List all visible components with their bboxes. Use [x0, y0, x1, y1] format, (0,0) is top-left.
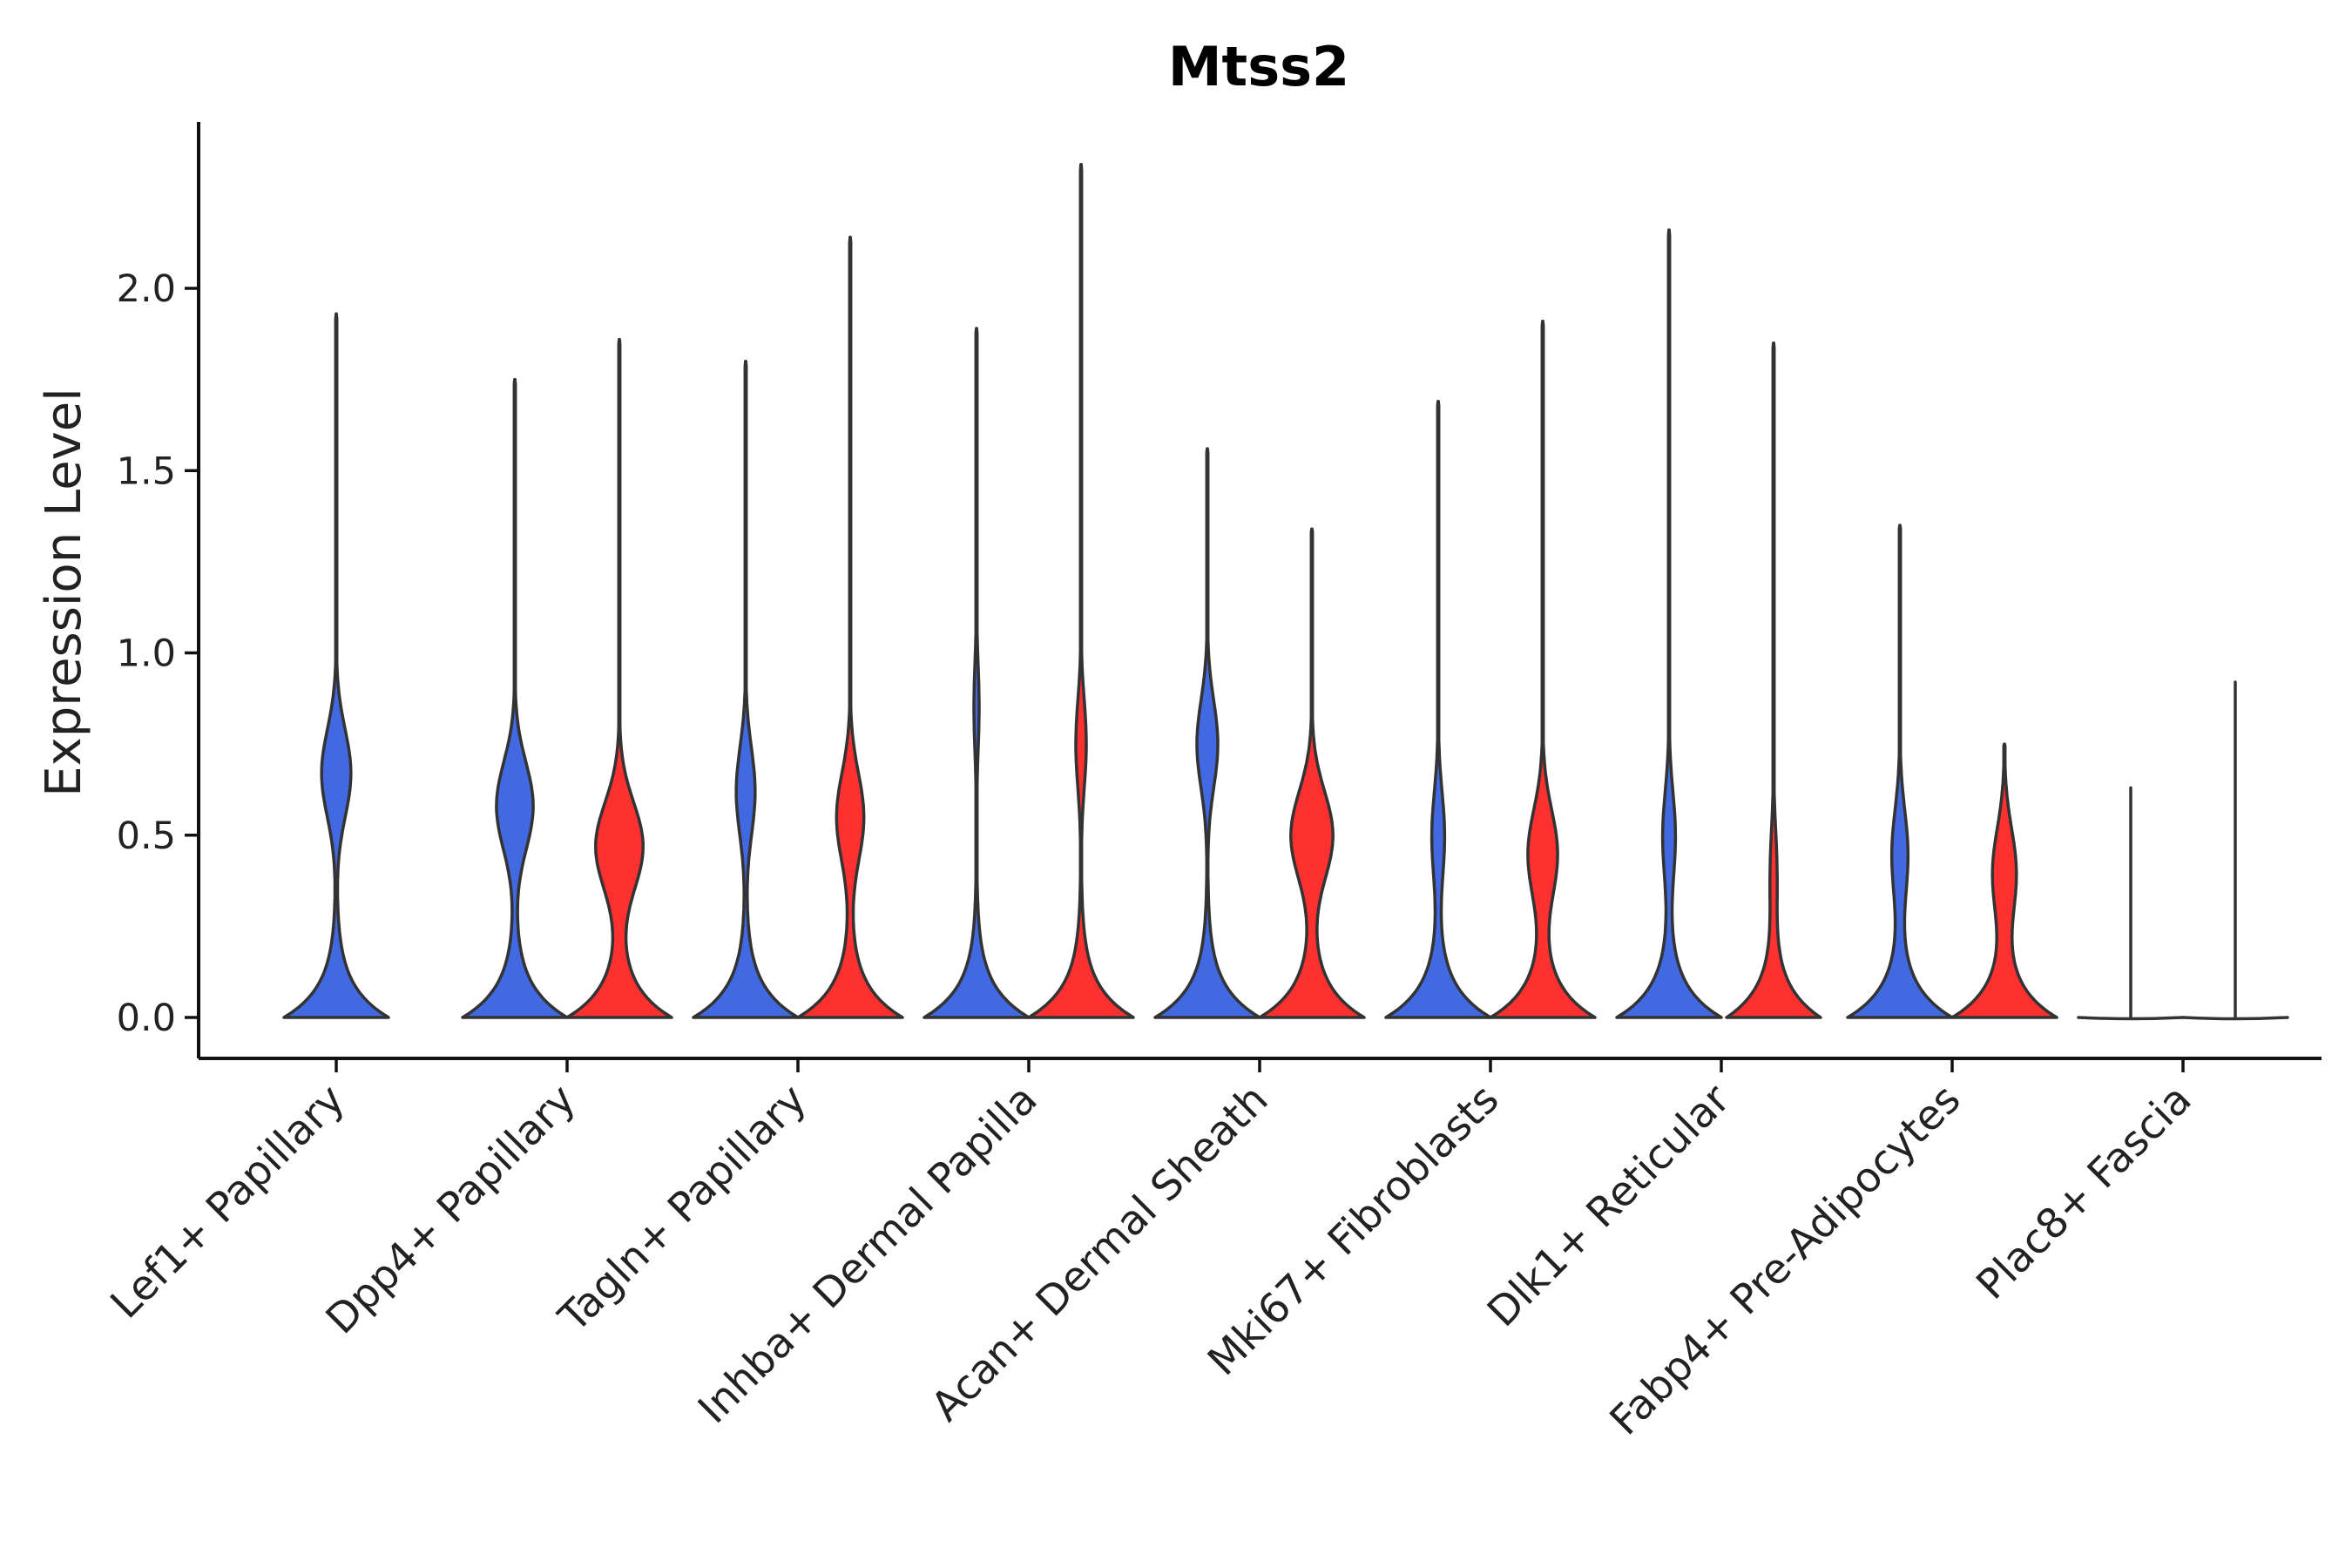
category-group	[923, 162, 1135, 1019]
category-group	[1846, 524, 2058, 1019]
violin-group1	[1384, 399, 1492, 1019]
violin-group1	[282, 312, 390, 1019]
y-axis-label: Expression Level	[36, 388, 92, 797]
x-tick-label: Dpp4+ Papillary	[317, 1076, 585, 1344]
violin-group2	[565, 337, 673, 1019]
violin-group2	[1950, 742, 2058, 1019]
violin-group2	[1725, 341, 1822, 1019]
violin-group1	[923, 327, 1031, 1019]
violin-group1	[1615, 228, 1723, 1019]
violins-layer	[282, 162, 2289, 1021]
y-tick-label: 2.0	[117, 267, 176, 311]
category-group	[692, 235, 904, 1019]
x-tick-label: Tagln+ Papillary	[550, 1076, 816, 1342]
category-group	[1615, 228, 1822, 1019]
y-tick-label: 0.0	[117, 997, 176, 1040]
category-group	[461, 337, 673, 1019]
y-tick-label: 0.5	[117, 814, 176, 858]
x-tick-label: Lef1+ Papillary	[102, 1076, 355, 1328]
violin-group1	[1153, 447, 1261, 1019]
x-tick-label: Plac8+ Fascia	[1968, 1076, 2201, 1309]
violin-group2	[1258, 527, 1366, 1019]
violin-group1	[692, 359, 800, 1019]
violin-group1	[1846, 524, 1954, 1019]
violin-group2	[1027, 162, 1135, 1019]
y-tick-label: 1.5	[117, 449, 176, 493]
violin-group2	[796, 235, 904, 1019]
violin-group1	[461, 377, 569, 1019]
category-group	[282, 312, 390, 1019]
category-group	[1384, 319, 1597, 1019]
chart-title: Mtss2	[1168, 35, 1349, 98]
y-tick-label: 1.0	[117, 632, 176, 676]
violin-group2	[1489, 319, 1597, 1019]
x-tick-label: Dlk1+ Reticular	[1478, 1075, 1740, 1336]
category-group	[1153, 447, 1366, 1019]
category-group	[2077, 680, 2289, 1021]
